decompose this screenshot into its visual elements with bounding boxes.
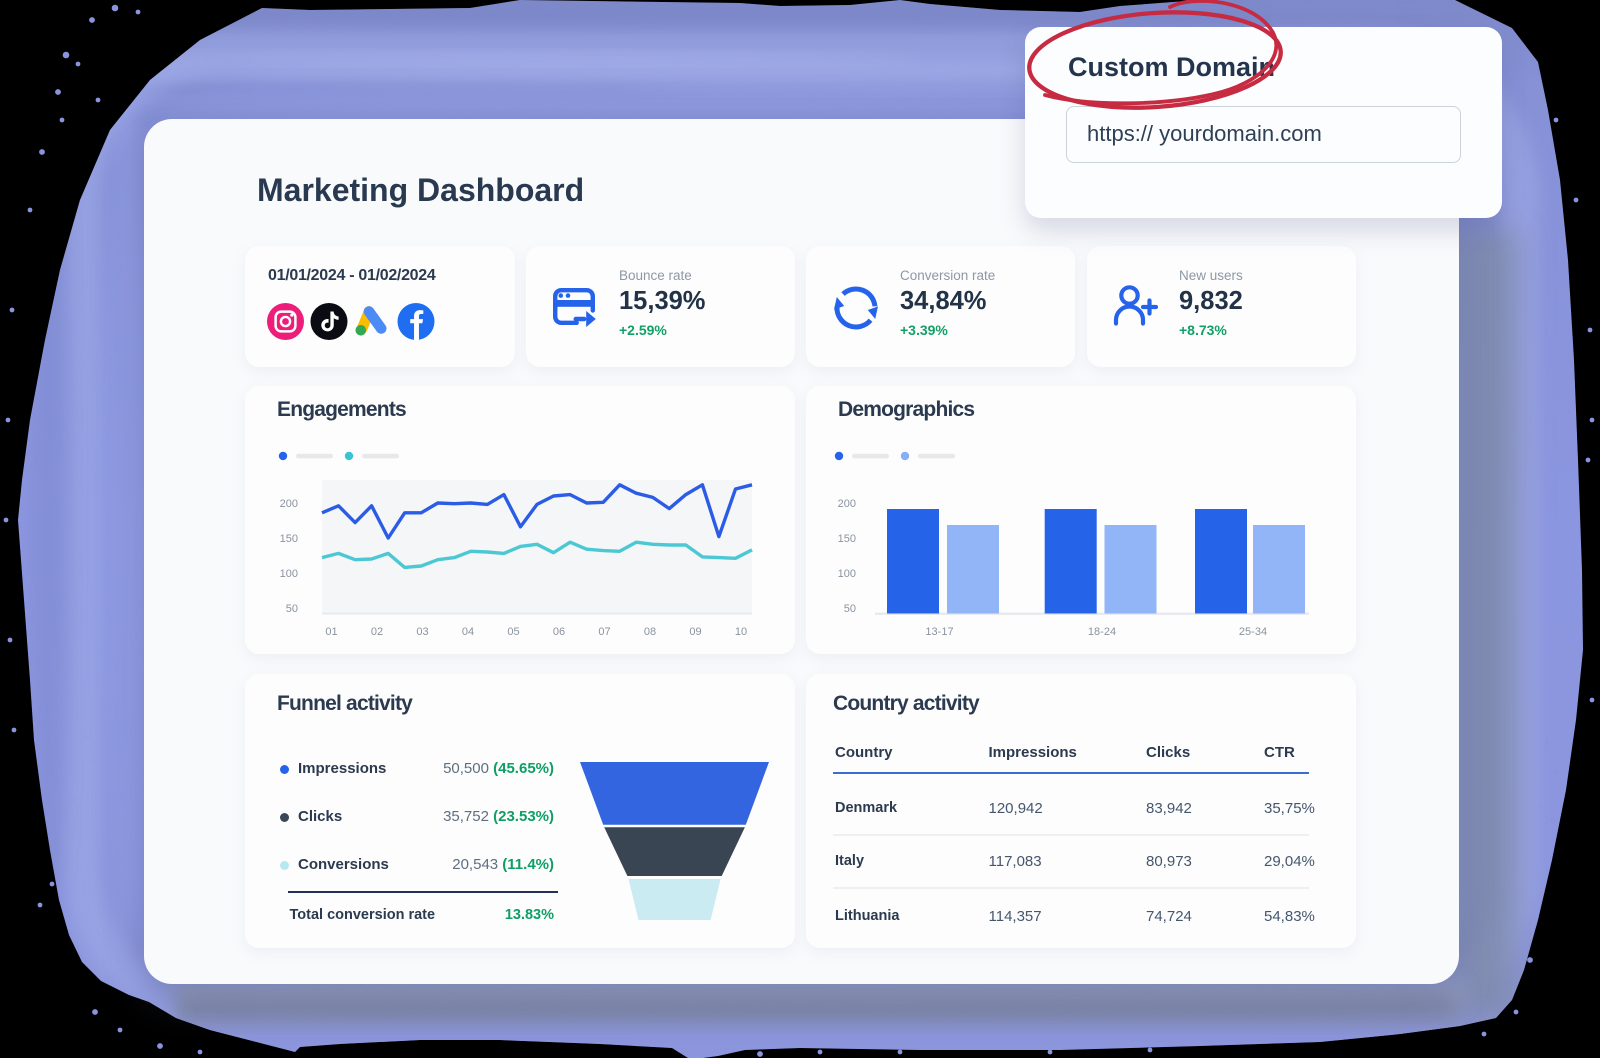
svg-text:09: 09 <box>689 626 701 638</box>
svg-text:150: 150 <box>280 533 298 545</box>
svg-text:200: 200 <box>838 498 856 510</box>
svg-text:04: 04 <box>462 626 474 638</box>
svg-text:05: 05 <box>507 626 519 638</box>
svg-text:50: 50 <box>286 603 298 615</box>
svg-text:18-24: 18-24 <box>1088 626 1116 638</box>
svg-text:06: 06 <box>553 626 565 638</box>
svg-text:10: 10 <box>735 626 747 638</box>
svg-text:02: 02 <box>371 626 383 638</box>
svg-text:03: 03 <box>416 626 428 638</box>
svg-text:25-34: 25-34 <box>1239 626 1267 638</box>
svg-text:13-17: 13-17 <box>925 626 953 638</box>
svg-text:100: 100 <box>280 568 298 580</box>
svg-text:200: 200 <box>280 498 298 510</box>
svg-text:150: 150 <box>838 533 856 545</box>
svg-text:07: 07 <box>598 626 610 638</box>
svg-text:50: 50 <box>844 603 856 615</box>
svg-text:100: 100 <box>838 568 856 580</box>
svg-text:01: 01 <box>325 626 337 638</box>
svg-text:08: 08 <box>644 626 656 638</box>
